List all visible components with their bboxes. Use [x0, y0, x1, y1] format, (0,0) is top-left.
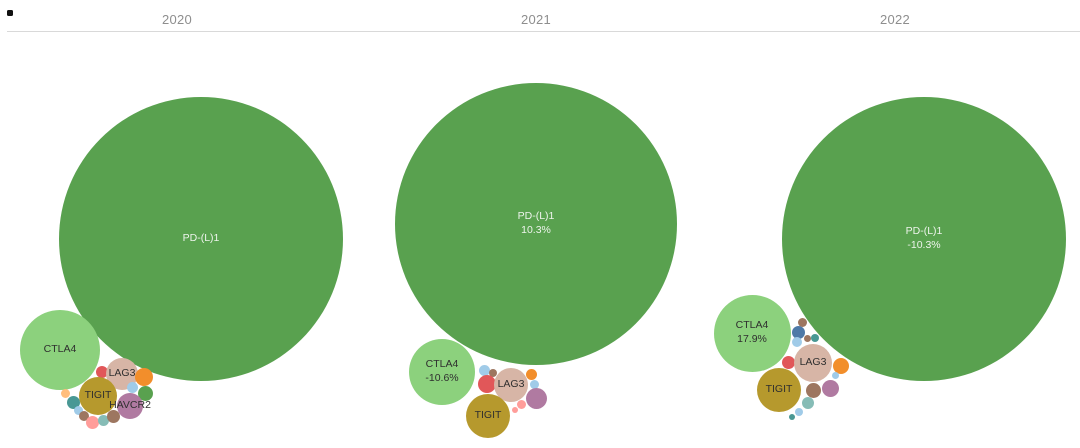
bubble-light-blue-2-2020[interactable] — [73, 405, 83, 415]
bubble-label: CTLA4 — [43, 343, 77, 356]
bubble-light-blue-2022[interactable] — [792, 337, 802, 347]
bubble-brown-2021[interactable] — [488, 369, 497, 377]
bubble-label: LAG3 — [108, 367, 136, 380]
bubble-label: LAG3 — [799, 356, 827, 369]
bubble-tigit-2021[interactable]: TIGIT — [466, 394, 510, 438]
bubble-light-teal-2020[interactable] — [97, 414, 109, 426]
bubble-lag3-2021[interactable]: LAG3 — [494, 368, 528, 402]
column-header-2022: 2022 — [879, 12, 911, 27]
bubble-brown-2020[interactable] — [79, 411, 89, 421]
bubble-tigit-2020[interactable]: TIGIT — [79, 377, 117, 415]
bubble-brown-2-2022[interactable] — [803, 334, 811, 342]
bubble-percent: -10.3% — [907, 239, 941, 251]
bubble-pink-2020[interactable] — [85, 415, 99, 429]
bubble-lag3-2022[interactable]: LAG3 — [794, 344, 832, 382]
bubble-brown-2022[interactable] — [797, 317, 807, 327]
bubble-red-2022[interactable] — [782, 356, 795, 369]
bubble-label: CTLA4 — [425, 358, 459, 371]
bubble-light-blue-2020[interactable] — [126, 381, 138, 393]
bubble-pink-2021[interactable] — [516, 399, 526, 409]
bubble-light-blue-2-2022[interactable] — [831, 371, 839, 379]
bubble-label: LAG3 — [497, 378, 525, 391]
bubble-label: TIGIT — [474, 409, 502, 422]
bubble-pd-l1-2022[interactable]: PD-(L)1 -10.3% — [782, 97, 1066, 381]
bubble-havcr2-2020[interactable]: HAVCR2 — [109, 393, 151, 419]
bubble-label: PD-(L)1 — [182, 232, 220, 245]
bubble-light-teal-2022[interactable] — [802, 397, 814, 409]
bubble-purple-2021[interactable] — [526, 387, 547, 409]
bubble-pink-2-2021[interactable] — [511, 406, 518, 413]
bubble-brown-3-2022[interactable] — [805, 383, 821, 398]
header-divider — [7, 31, 1080, 32]
bubble-label: PD-(L)1 — [517, 210, 555, 223]
bubble-label: TIGIT — [765, 383, 793, 396]
bubble-label: PD-(L)1 — [905, 225, 943, 238]
bubble-orange-2021[interactable] — [526, 368, 537, 380]
bubble-ctla4-2021[interactable]: CTLA4 -10.6% — [409, 339, 475, 405]
bubble-percent: 10.3% — [521, 224, 551, 236]
bubble-ctla4-2022[interactable]: CTLA4 17.9% — [713, 294, 791, 372]
bubble-percent: 17.9% — [737, 333, 767, 345]
bubble-light-blue-2021[interactable] — [478, 364, 490, 376]
bubble-teal-2020[interactable] — [66, 395, 80, 409]
bubble-brown-2-2020[interactable] — [106, 409, 120, 423]
bubble-light-orange-2020[interactable] — [60, 388, 70, 398]
bubble-label: HAVCR2 — [109, 399, 151, 412]
bubble-light-blue-2-2021[interactable] — [529, 380, 539, 389]
column-header-2020: 2020 — [161, 12, 193, 27]
bubble-label: TIGIT — [84, 389, 112, 402]
bubble-purple-2022[interactable] — [821, 380, 839, 397]
bubble-tigit-2022[interactable]: TIGIT — [757, 368, 801, 412]
bubble-blue-2022[interactable] — [791, 325, 805, 339]
bubble-light-blue-3-2022[interactable] — [795, 408, 803, 416]
bubble-percent: -10.6% — [425, 372, 459, 384]
bubble-ctla4-2020[interactable]: CTLA4 — [20, 310, 100, 390]
square-bullet-icon — [7, 10, 13, 16]
bubble-teal-2022[interactable] — [810, 334, 819, 342]
bubble-red-2021[interactable] — [478, 375, 496, 393]
column-header-2021: 2021 — [520, 12, 552, 27]
bubble-orange-2022[interactable] — [833, 358, 849, 374]
bubble-pd-l1-2021[interactable]: PD-(L)1 10.3% — [395, 83, 677, 365]
bubble-label: CTLA4 — [735, 319, 769, 332]
bubble-orange-2020[interactable] — [135, 368, 153, 386]
bubble-red-2020[interactable] — [96, 366, 108, 378]
bubble-pd-l1-2020[interactable]: PD-(L)1 — [59, 97, 343, 381]
bubble-teal-2-2022[interactable] — [788, 413, 795, 420]
bubble-green-2020[interactable] — [137, 385, 153, 401]
